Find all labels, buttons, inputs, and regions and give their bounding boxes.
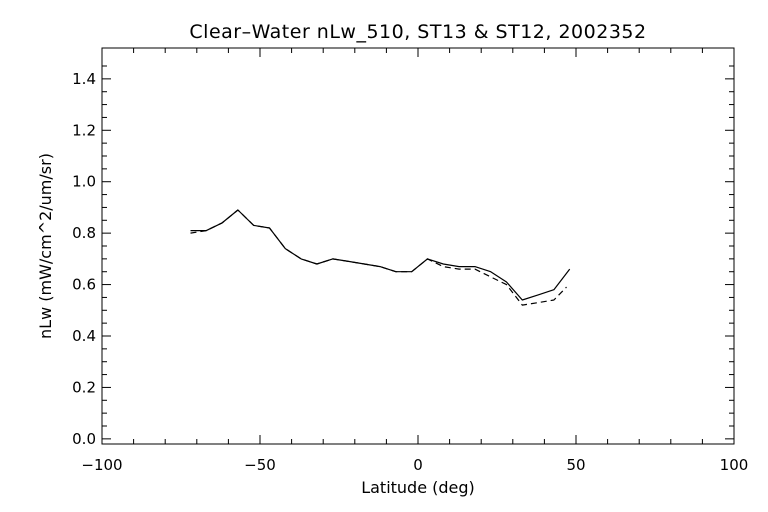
y-tick-label: 0.8 <box>72 224 96 242</box>
y-axis-label: nLw (mW/cm^2/um/sr) <box>36 153 55 339</box>
plot-frame <box>101 47 735 445</box>
x-tick-label: −50 <box>244 456 276 474</box>
x-tick-label: 0 <box>413 456 423 474</box>
x-tick-labels: −100 −50 0 50 100 <box>81 456 748 474</box>
y-tick-label: 1.4 <box>72 70 96 88</box>
y-tick-label: 0.4 <box>72 327 96 345</box>
chart-title: Clear–Water nLw_510, ST13 & ST12, 200235… <box>189 21 646 43</box>
y-tick-labels: 0.0 0.2 0.4 0.6 0.8 1.0 1.2 1.4 <box>72 70 96 448</box>
y-tick-label: 1.2 <box>72 121 96 139</box>
y-tick-label: 1.0 <box>72 173 96 191</box>
series-line-dashed <box>190 209 567 306</box>
series-lines <box>190 209 571 306</box>
x-tick-label: 100 <box>720 456 749 474</box>
x-tick-label: −100 <box>81 456 122 474</box>
series-line-solid <box>190 209 571 301</box>
tick-marks <box>101 48 735 444</box>
x-tick-label: 50 <box>566 456 585 474</box>
y-tick-label: 0.6 <box>72 276 96 294</box>
y-tick-label: 0.0 <box>72 430 96 448</box>
x-axis-label: Latitude (deg) <box>361 478 475 497</box>
y-tick-label: 0.2 <box>72 378 96 396</box>
